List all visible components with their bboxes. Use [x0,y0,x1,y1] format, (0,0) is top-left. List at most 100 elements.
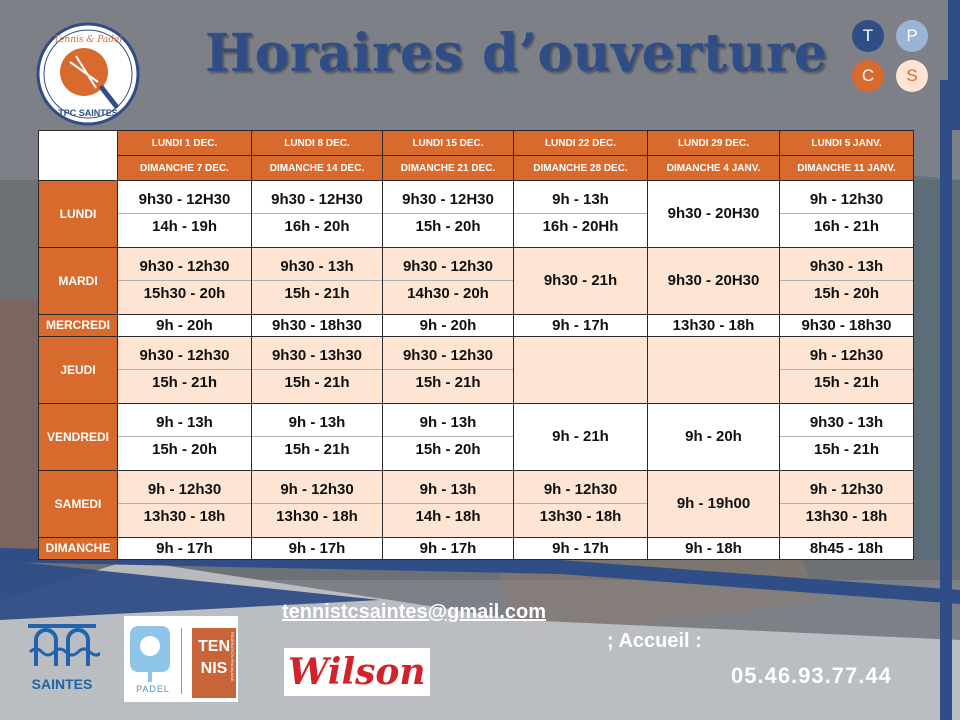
hours-slot: 13h30 - 18h [672,316,755,334]
hours-cell: 9h30 - 18h30 [251,313,383,338]
hours-slot: 9h30 - 12H30 [118,187,251,215]
hours-slot: 9h - 18h [685,539,742,557]
club-logo-text-top: Tennis & Padel [54,35,123,45]
hours-cell: 9h - 13h 15h - 21h [251,402,383,471]
day-row: MARDI 9h30 - 12h30 15h30 - 20h 9h30 - 13h 15… [38,246,914,315]
hours-slot: 9h - 13h [514,187,647,215]
hours-slot: 8h45 - 18h [809,539,884,557]
week-start-header: LUNDI 8 DEC. [251,130,383,156]
week-start-header: LUNDI 15 DEC. [382,130,514,156]
hours-cell: 9h - 12h30 16h - 21h [779,180,914,248]
hours-slot: 9h30 - 20H30 [667,272,760,290]
hours-cell: 9h30 - 21h [513,246,648,315]
padel-logo-text: PADEL [136,684,170,694]
hours-cell: 9h - 13h 15h - 20h [382,402,514,471]
hours-cell: 9h - 13h 14h - 18h [382,469,514,538]
hours-slot: 9h - 19h00 [676,495,751,513]
hours-cell: 9h30 - 20H30 [647,246,780,315]
hours-slot: 15h - 20h [415,441,481,459]
hours-cell: 9h - 20h [117,313,252,338]
contact-phone: 05.46.93.77.44 [731,663,892,688]
day-row: MERCREDI 9h - 20h 9h30 - 18h30 9h - 20h 9h -… [38,313,914,338]
day-row: VENDREDI 9h - 13h 15h - 20h 9h - 13h 15h - 2… [38,402,914,471]
hours-cell: 9h - 13h 16h - 20Hh [513,180,648,248]
header-row-end: DIMANCHE 7 DEC. DIMANCHE 14 DEC. DIMANCHE … [39,155,914,181]
saintes-logo-mark [28,624,104,666]
hours-slot: 9h - 17h [156,539,213,557]
hours-slot: 15h30 - 20h [143,285,226,303]
badge-p: P [896,20,928,52]
fft-padel-tennis-logo: PADEL TEN NIS FÉDÉRATION FRANÇAISE [124,616,238,702]
hours-slot: 9h - 12h30 [780,477,913,505]
logo-divider [181,628,182,694]
hours-cell: 9h30 - 12h30 15h - 21h [117,336,252,404]
hours-slot: 15h - 21h [284,374,350,392]
club-logo-text-bottom: TPC SAINTES [58,108,118,118]
hours-slot: 9h - 12h30 [780,343,913,371]
hours-slot: 9h - 13h [383,410,513,438]
hours-cell: 9h30 - 12h30 15h - 21h [382,336,514,404]
hours-slot: 13h30 - 18h [805,508,888,526]
hours-slot: 15h - 20h [813,285,880,303]
hours-slot: 13h30 - 18h [276,508,358,526]
fft-tennis-text: TEN NIS [198,638,230,677]
hours-slot: 15h - 21h [813,441,880,459]
week-end-header: DIMANCHE 4 JANV. [647,155,780,181]
day-label: JEUDI [38,336,118,404]
day-row: LUNDI 9h30 - 12H30 14h - 19h 9h30 - 12H30 16… [38,180,914,248]
day-row: DIMANCHE 9h - 17h 9h - 17h 9h - 17h 9h - 17h… [38,536,914,561]
hours-slot: 9h - 17h [288,539,346,557]
week-end-header: DIMANCHE 28 DEC. [513,155,648,181]
hours-cell: 8h45 - 18h [779,536,914,561]
contact-accueil-label: ; Accueil : [607,630,702,652]
badge-c: C [852,60,884,92]
day-label: SAMEDI [38,469,118,538]
badge-t: T [852,20,884,52]
wilson-logo: Wilson [284,648,430,696]
week-end-header: DIMANCHE 7 DEC. [117,155,252,181]
hours-slot: 16h - 20h [284,218,350,236]
hours-slot: 9h - 17h [419,539,477,557]
hours-slot: 9h30 - 12H30 [252,187,382,215]
hours-cell: 9h30 - 12h30 15h30 - 20h [117,246,252,315]
saintes-logo-text: SAINTES [31,676,93,692]
week-start-header: LUNDI 29 DEC. [647,130,780,156]
hours-slot: 15h - 21h [813,374,880,392]
hours-slot: 9h - 17h [552,539,609,557]
hours-slot: 9h30 - 12h30 [118,343,251,371]
hours-slot: 9h - 12h30 [252,477,382,505]
hours-cell: 9h30 - 20H30 [647,180,780,248]
hours-cell: 9h - 19h00 [647,469,780,538]
hours-slot: 9h - 20h [685,428,742,446]
hours-cell: 9h30 - 13h30 15h - 21h [251,336,383,404]
hours-slot: 9h30 - 13h30 [252,343,382,371]
hours-slot: 9h30 - 12h30 [118,254,251,282]
hours-slot: 15h - 21h [284,285,350,303]
hours-cell: 9h - 20h [647,402,780,471]
badge-s: S [896,60,928,92]
hours-slot: 16h - 21h [813,218,880,236]
header-row-start: LUNDI 1 DEC. LUNDI 8 DEC. LUNDI 15 DEC. LUN… [38,130,914,181]
hours-slot: 9h30 - 18h30 [271,316,363,334]
contact-email[interactable]: tennistcsaintes@gmail.com [282,601,547,623]
hours-cell: 9h - 17h [117,536,252,561]
hours-cell: 9h - 12h30 13h30 - 18h [779,469,914,538]
hours-slot: 9h30 - 20H30 [667,205,760,223]
day-label: VENDREDI [38,402,118,471]
tpcs-badge: T P C S [852,20,936,94]
hours-cell: 9h - 17h [513,536,648,561]
week-end-header: DIMANCHE 14 DEC. [251,155,383,181]
club-logo: Tennis & Padel TPC SAINTES [36,22,140,126]
hours-slot: 9h - 20h [156,316,213,334]
hours-cell: 9h - 12h30 13h30 - 18h [117,469,252,538]
hours-cell: 9h - 21h [513,402,648,471]
week-end-header: DIMANCHE 21 DEC. [382,155,514,181]
hours-slot: 9h - 17h [552,316,609,334]
fft-sub-text: FÉDÉRATION FRANÇAISE [230,632,235,682]
hours-slot: 9h30 - 21h [543,272,618,290]
hours-cell: 9h - 13h 15h - 20h [117,402,252,471]
hours-cell: 9h - 17h [513,313,648,338]
hours-cell: 9h30 - 18h30 [779,313,914,338]
day-label: DIMANCHE [38,536,118,561]
hours-slot: 9h - 20h [419,316,477,334]
